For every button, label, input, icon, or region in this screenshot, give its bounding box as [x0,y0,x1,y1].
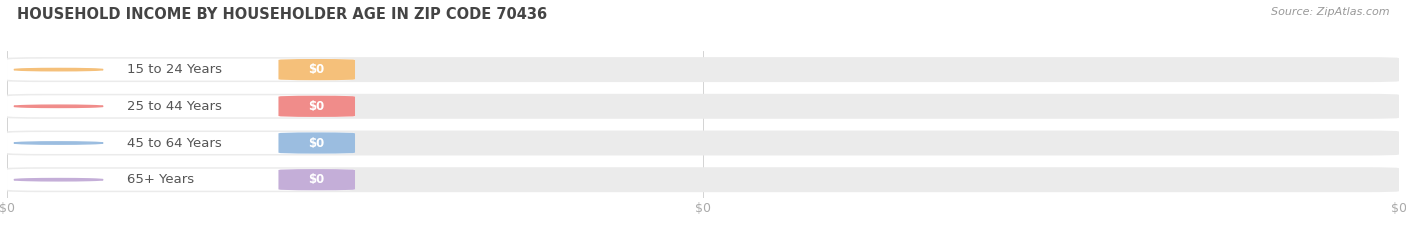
FancyBboxPatch shape [7,94,1399,119]
Circle shape [14,69,103,71]
FancyBboxPatch shape [7,169,354,191]
Text: $0: $0 [308,100,325,113]
Text: 15 to 24 Years: 15 to 24 Years [127,63,222,76]
Text: 45 to 64 Years: 45 to 64 Years [127,137,222,150]
FancyBboxPatch shape [7,57,1399,82]
Circle shape [14,142,103,144]
FancyBboxPatch shape [278,96,354,117]
FancyBboxPatch shape [7,132,354,154]
FancyBboxPatch shape [7,130,1399,155]
FancyBboxPatch shape [7,59,354,81]
Text: $0: $0 [308,137,325,150]
FancyBboxPatch shape [7,95,354,117]
Text: Source: ZipAtlas.com: Source: ZipAtlas.com [1271,7,1389,17]
FancyBboxPatch shape [278,169,354,190]
Text: $0: $0 [308,63,325,76]
FancyBboxPatch shape [278,59,354,80]
Text: 25 to 44 Years: 25 to 44 Years [127,100,222,113]
FancyBboxPatch shape [278,132,354,154]
Circle shape [14,178,103,181]
Text: $0: $0 [308,173,325,186]
Circle shape [14,105,103,107]
FancyBboxPatch shape [7,167,1399,192]
Text: HOUSEHOLD INCOME BY HOUSEHOLDER AGE IN ZIP CODE 70436: HOUSEHOLD INCOME BY HOUSEHOLDER AGE IN Z… [17,7,547,22]
Text: 65+ Years: 65+ Years [127,173,194,186]
